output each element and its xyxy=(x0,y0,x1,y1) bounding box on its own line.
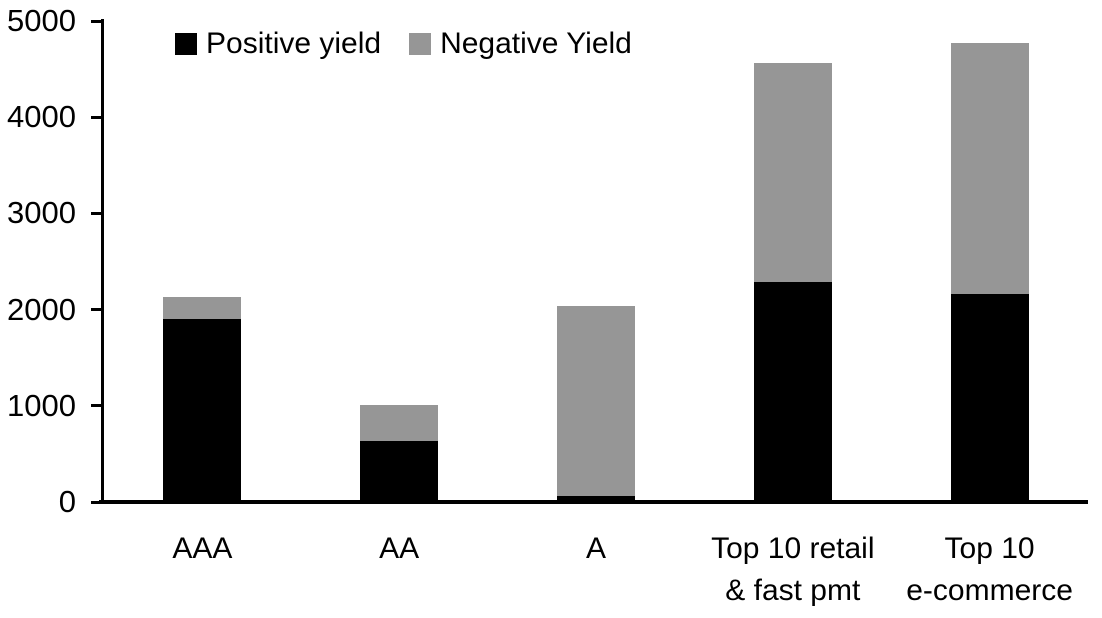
bar-segment-negative-yield-top-10-retail-fast-pmt xyxy=(753,63,832,282)
bar-segment-positive-yield-a xyxy=(557,496,635,501)
legend-item-negative-yield: Negative Yield xyxy=(409,29,632,59)
negative-yield-swatch-icon xyxy=(409,33,432,55)
bar-segment-negative-yield-aaa xyxy=(163,297,242,320)
bar-segment-positive-yield-aaa xyxy=(163,319,242,501)
y-axis-tick-label: 1000 xyxy=(7,387,76,423)
x-axis-category-label-line: AAA xyxy=(172,532,233,565)
bar-segment-positive-yield-top-10-retail-fast-pmt xyxy=(753,281,832,501)
bar-segment-negative-yield-a xyxy=(557,305,635,497)
x-axis-category-label-top-10-e-commerce: Top 10 e-commerce xyxy=(850,528,1102,612)
x-axis-category-label-line: Top 10 retail xyxy=(711,532,875,565)
x-axis-category-label-line: e-commerce xyxy=(906,574,1073,607)
y-axis-tick-mark xyxy=(91,308,104,312)
y-axis-tick-mark xyxy=(91,19,104,23)
y-axis-tick-label: 3000 xyxy=(7,195,76,231)
bar-segment-positive-yield-aa xyxy=(360,441,439,501)
legend-label-positive-yield: Positive yield xyxy=(206,27,382,60)
y-axis-tick-mark xyxy=(91,115,104,119)
x-axis-category-label-line: & fast pmt xyxy=(725,574,861,607)
legend-item-positive-yield: Positive yield xyxy=(175,29,381,59)
y-axis-tick-mark xyxy=(91,500,104,504)
y-axis-tick-mark xyxy=(91,211,104,215)
y-axis-tick-label: 2000 xyxy=(7,291,76,327)
x-axis-line xyxy=(99,500,1088,504)
x-axis-category-label-line: A xyxy=(585,532,606,565)
y-axis-tick-label: 5000 xyxy=(7,3,76,38)
y-axis-tick-label: 0 xyxy=(58,484,76,519)
x-axis-category-label-aaa: AAA xyxy=(62,528,342,570)
legend-label-negative-yield: Negative Yield xyxy=(440,27,632,60)
positive-yield-swatch-icon xyxy=(175,33,197,55)
y-axis-line xyxy=(101,19,104,504)
x-axis-category-label-line: Top 10 xyxy=(944,532,1035,565)
x-axis-category-label-top-10-retail-fast-pmt: Top 10 retail & fast pmt xyxy=(653,528,933,612)
chart-legend: Positive yield Negative Yield xyxy=(175,29,632,59)
x-axis-category-label-aa: AA xyxy=(259,528,539,570)
x-axis-category-label-line: AA xyxy=(379,532,420,565)
x-axis-category-label-a: A xyxy=(456,528,736,570)
y-axis-tick-mark xyxy=(91,404,104,408)
bar-segment-negative-yield-top-10-e-commerce xyxy=(950,43,1029,295)
y-axis-tick-label: 4000 xyxy=(7,99,76,135)
bar-segment-positive-yield-top-10-e-commerce xyxy=(950,294,1029,501)
bar-segment-negative-yield-aa xyxy=(360,404,439,442)
